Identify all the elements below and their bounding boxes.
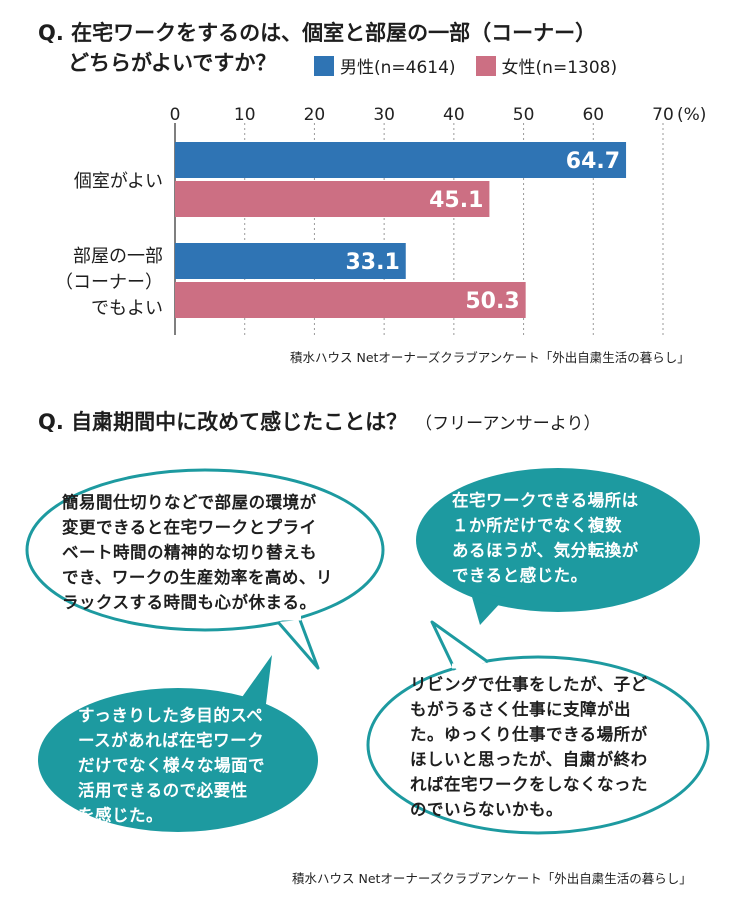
bubble-3-line: を感じた。 [78,806,163,825]
legend-item-male: 男性(n=4614) [314,53,456,78]
bubble-4-text: リビングで仕事をしたが、子ど もがうるさく仕事に支障が出 た。ゆっくり仕事できる… [410,672,648,822]
bubble-4-line: れば在宅ワークをしなくなった [410,775,648,794]
category-label: でもよい [91,298,163,319]
x-unit-label: (%) [677,105,706,125]
question2-title: Q. 自粛期間中に改めて感じたことは？ （フリーアンサーより） [38,406,600,436]
bubble-2-line: あるほうが、気分転換が [452,541,639,560]
bubble-2-text: 在宅ワークできる場所は １か所だけでなく複数 あるほうが、気分転換が できると感… [452,488,639,588]
category-label: 個室がよい [74,171,163,192]
question1-title: Q. 在宅ワークをするのは、個室と部屋の一部（コーナー） どちらがよいですか？ [38,18,596,78]
bubble-1-text: 簡易間仕切りなどで部屋の環境が 変更できると在宅ワークとプライ ベート時間の精神… [62,490,333,615]
category-label: （コーナー） [55,272,163,293]
bubble-4-line: もがうるさく仕事に支障が出 [410,700,631,719]
bar-chart: 0 10 20 30 40 50 60 70 (%) 64.7 45.1 個室がよい 33.1 50.3 部… [55,105,706,335]
x-tick-label: 60 [582,105,604,125]
bubble-2-line: １か所だけでなく複数 [452,516,622,535]
bubble-1-line: ラックスする時間も心が休まる。 [62,593,317,612]
bar-female [175,282,526,318]
source-note-2: 積水ハウス Netオーナーズクラブアンケート「外出自粛生活の暮らし」 [292,871,692,886]
bubble-1-line: でき、ワークの生産効率を高め、リ [62,568,333,587]
x-tick-label: 70 [652,105,674,125]
x-tick-label: 20 [304,105,326,125]
bar-male [175,243,406,279]
bubble-3-line: 活用できるので必要性 [78,781,248,800]
x-tick-label: 10 [234,105,256,125]
bar-value-label: 64.7 [566,149,620,174]
bubble-3-text: すっきりした多目的スペ ースがあれば在宅ワーク だけでなく様々な場面で 活用でき… [78,703,265,828]
question2-note: （フリーアンサーより） [415,414,601,434]
legend-swatch-male [314,55,334,76]
bubble-4-line: た。ゆっくり仕事できる場所が [410,725,648,744]
category-label: 部屋の一部 [73,246,163,267]
x-tick-label: 50 [513,105,535,125]
chart-legend: 男性(n=4614) 女性(n=1308) [314,53,637,78]
bubble-1-line: 簡易間仕切りなどで部屋の環境が [62,493,317,512]
question1-line1: Q. 在宅ワークをするのは、個室と部屋の一部（コーナー） [38,21,597,45]
legend-label-male: 男性(n=4614) [340,58,456,78]
x-tick-label: 40 [443,105,465,125]
bubble-2-line: 在宅ワークできる場所は [452,491,639,510]
x-tick-label: 30 [373,105,395,125]
bubble-2-line: できると感じた。 [452,566,588,585]
legend-item-female: 女性(n=1308) [475,53,618,78]
legend-swatch-female [475,55,496,76]
bubble-3-line: ースがあれば在宅ワーク [78,731,265,750]
bubble-3-line: だけでなく様々な場面で [78,756,265,775]
legend-label-female: 女性(n=1308) [501,58,618,78]
question1-line2: どちらがよいですか？ [68,51,277,75]
bubble-4-line: ほしいと思ったが、自粛が終わ [410,750,648,769]
bubble-1-line: 変更できると在宅ワークとプライ [62,518,317,537]
bar-male [175,142,627,178]
source-note-1: 積水ハウス Netオーナーズクラブアンケート「外出自粛生活の暮らし」 [290,350,690,365]
question2-text: Q. 自粛期間中に改めて感じたことは？ [38,410,408,434]
bar-value-label: 33.1 [345,250,399,275]
x-tick-label: 0 [170,105,181,125]
bar-value-label: 50.3 [465,289,519,314]
bubble-4-line: リビングで仕事をしたが、子ど [410,675,648,694]
bubble-3-line: すっきりした多目的スペ [78,706,264,725]
bar-value-label: 45.1 [429,188,483,213]
bubble-1-line: ベート時間の精神的な切り替えも [62,543,317,562]
bubble-4-line: のでいらないかも。 [410,800,563,819]
bar-female [175,181,490,217]
